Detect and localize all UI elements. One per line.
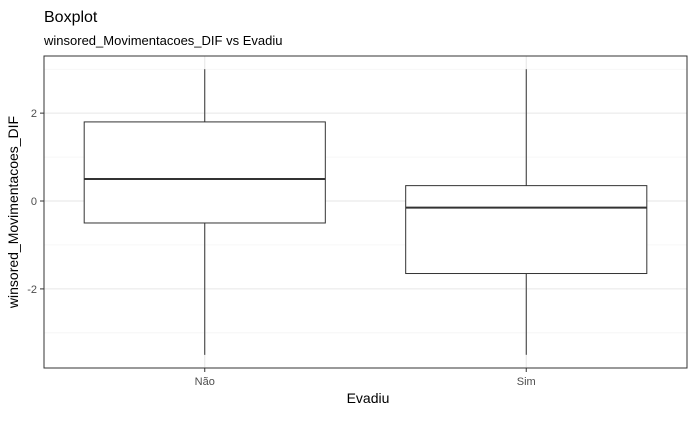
x-axis-title: Evadiu	[347, 390, 390, 406]
axis-layer: -2 0 2 Não Sim	[27, 108, 536, 388]
panel-border	[43, 55, 688, 369]
y-tick-label: -2	[27, 284, 37, 296]
box-body	[83, 121, 326, 224]
x-tick-label: Não	[195, 376, 215, 388]
y-tick-label: 0	[31, 196, 37, 208]
box-2	[405, 69, 648, 355]
y-tick-label: 2	[31, 108, 37, 120]
chart-title: Boxplot	[44, 9, 98, 26]
x-tick-label: Sim	[517, 376, 536, 388]
box-body	[405, 185, 648, 275]
chart-subtitle: winsored_Movimentacoes_DIF vs Evadiu	[43, 33, 282, 48]
box-layer	[83, 69, 648, 355]
box-1	[83, 69, 326, 355]
y-axis-title: winsored_Movimentacoes_DIF	[5, 116, 21, 309]
